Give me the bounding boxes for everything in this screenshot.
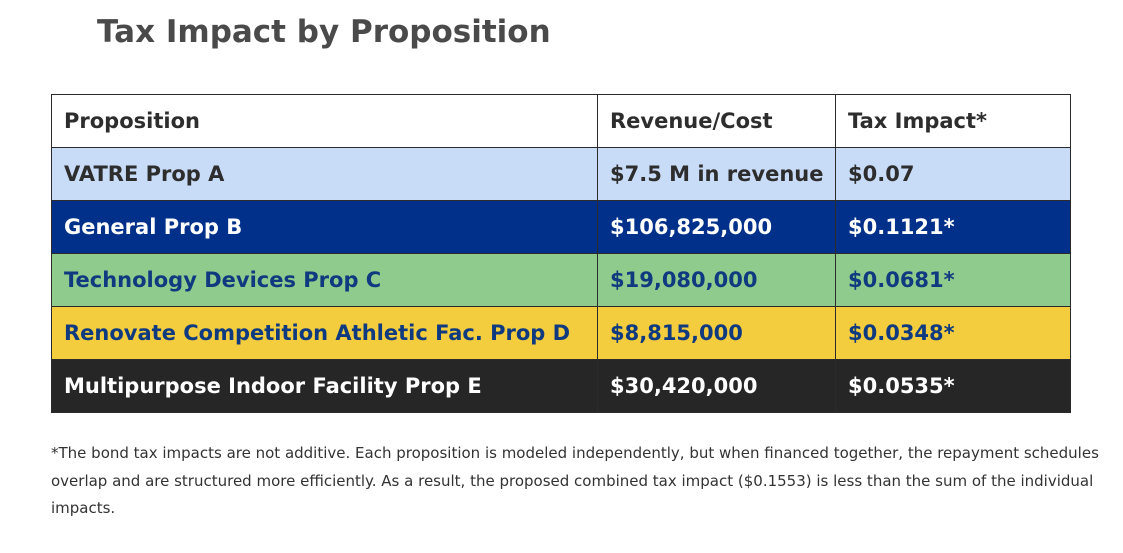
proposition-cell: VATRE Prop A xyxy=(51,147,598,201)
table-row-prop-b: General Prop B $106,825,000 $0.1121* xyxy=(51,200,1071,254)
revenue-cost-cell: $106,825,000 xyxy=(597,200,836,254)
revenue-cost-cell: $19,080,000 xyxy=(597,253,836,307)
tax-impact-cell: $0.0681* xyxy=(835,253,1071,307)
table-row-prop-e: Multipurpose Indoor Facility Prop E $30,… xyxy=(51,359,1071,413)
revenue-cost-cell: $7.5 M in revenue xyxy=(597,147,836,201)
table-row-prop-a: VATRE Prop A $7.5 M in revenue $0.07 xyxy=(51,147,1071,201)
header-tax-impact: Tax Impact* xyxy=(835,94,1071,148)
header-proposition: Proposition xyxy=(51,94,598,148)
proposition-cell: Multipurpose Indoor Facility Prop E xyxy=(51,359,598,413)
revenue-cost-cell: $8,815,000 xyxy=(597,306,836,360)
footnote: *The bond tax impacts are not additive. … xyxy=(51,444,1099,517)
proposition-cell: Renovate Competition Athletic Fac. Prop … xyxy=(51,306,598,360)
tax-impact-cell: $0.0348* xyxy=(835,306,1071,360)
proposition-cell: General Prop B xyxy=(51,200,598,254)
header-revenue-cost: Revenue/Cost xyxy=(597,94,836,148)
tax-impact-table: Proposition Revenue/Cost Tax Impact* VAT… xyxy=(51,94,1071,413)
page-title: Tax Impact by Proposition xyxy=(97,14,551,50)
tax-impact-cell: $0.07 xyxy=(835,147,1071,201)
table-row-prop-d: Renovate Competition Athletic Fac. Prop … xyxy=(51,306,1071,360)
tax-impact-cell: $0.1121* xyxy=(835,200,1071,254)
revenue-cost-cell: $30,420,000 xyxy=(597,359,836,413)
table-header-row: Proposition Revenue/Cost Tax Impact* xyxy=(51,94,1071,148)
tax-impact-cell: $0.0535* xyxy=(835,359,1071,413)
proposition-cell: Technology Devices Prop C xyxy=(51,253,598,307)
table-row-prop-c: Technology Devices Prop C $19,080,000 $0… xyxy=(51,253,1071,307)
